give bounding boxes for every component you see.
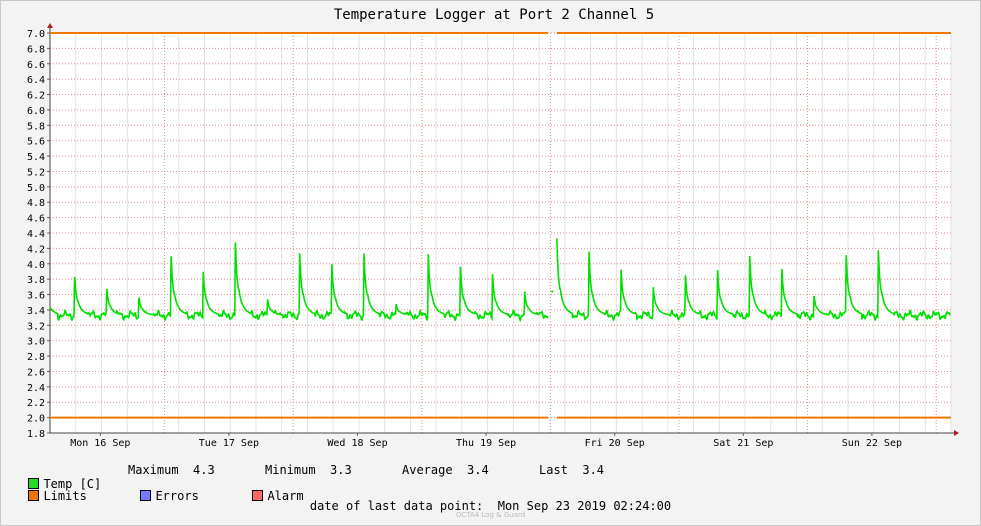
y-tick-label: 2.2	[27, 398, 45, 409]
y-tick-label: 6.2	[27, 91, 45, 102]
legend-limits: Limits	[14, 475, 87, 503]
alarm-label: Alarm	[267, 489, 304, 503]
last-label: Last	[539, 463, 568, 477]
y-tick-label: 1.8	[27, 429, 45, 440]
y-tick-label: 2.0	[27, 414, 45, 425]
y-axis-arrow	[47, 23, 53, 28]
y-tick-label: 4.2	[27, 244, 45, 255]
min-value: 3.3	[330, 463, 352, 477]
y-tick-label: 3.2	[27, 321, 45, 332]
x-tick-label: Tue 17 Sep	[199, 438, 259, 449]
x-tick-label: Mon 16 Sep	[70, 438, 130, 449]
last-data-point: date of last data point: Mon Sep 23 2019…	[0, 499, 981, 513]
errors-label: Errors	[155, 489, 199, 503]
y-tick-label: 6.0	[27, 106, 45, 117]
max-label: Maximum	[128, 463, 179, 477]
x-tick-label: Fri 20 Sep	[585, 438, 645, 449]
y-tick-label: 4.4	[27, 229, 45, 240]
y-tick-label: 3.6	[27, 291, 45, 302]
y-tick-label: 3.8	[27, 275, 45, 286]
last-data-point-value: Mon Sep 23 2019 02:24:00	[497, 499, 672, 513]
legend-row-1: Temp [C]	[14, 463, 101, 491]
max-value: 4.3	[193, 463, 215, 477]
x-tick-label: Thu 19 Sep	[456, 438, 516, 449]
y-tick-label: 6.4	[27, 75, 45, 86]
avg-value: 3.4	[467, 463, 489, 477]
x-tick-label: Sat 21 Sep	[713, 438, 773, 449]
last-data-point-label: date of last data point:	[309, 499, 484, 513]
legend-alarm: Alarm	[238, 475, 304, 503]
watermark: OCTA4 Log & Guard	[455, 511, 526, 519]
y-tick-label: 6.8	[27, 44, 45, 55]
y-tick-label: 5.8	[27, 121, 45, 132]
legend-maximum: Maximum 4.3	[128, 463, 215, 477]
avg-label: Average	[402, 463, 453, 477]
y-tick-label: 2.4	[27, 383, 45, 394]
y-tick-label: 4.6	[27, 214, 45, 225]
x-tick-label: Wed 18 Sep	[327, 438, 387, 449]
y-tick-label: 5.2	[27, 167, 45, 178]
alarm-swatch	[252, 490, 264, 501]
temp-series-line	[49, 242, 549, 322]
y-tick-label: 6.6	[27, 60, 45, 71]
errors-swatch	[140, 490, 152, 501]
y-tick-label: 4.0	[27, 260, 45, 271]
y-tick-label: 3.0	[27, 337, 45, 348]
x-axis-arrow	[954, 430, 959, 436]
temp-swatch	[28, 478, 40, 489]
y-tick-label: 7.0	[27, 29, 45, 40]
legend-average: Average 3.4	[402, 463, 489, 477]
legend-errors: Errors	[126, 475, 199, 503]
y-tick-label: 5.6	[27, 137, 45, 148]
temp-series-line	[556, 238, 951, 322]
y-tick-label: 2.6	[27, 367, 45, 378]
limits-swatch	[28, 490, 40, 501]
y-tick-label: 2.8	[27, 352, 45, 363]
y-tick-label: 4.8	[27, 198, 45, 209]
y-tick-label: 5.4	[27, 152, 45, 163]
chart-title: Temperature Logger at Port 2 Channel 5	[334, 7, 654, 23]
min-label: Minimum	[265, 463, 316, 477]
limits-label: Limits	[43, 489, 87, 503]
legend-minimum: Minimum 3.3	[265, 463, 352, 477]
temp-series-point	[551, 290, 554, 293]
y-tick-label: 3.4	[27, 306, 45, 317]
x-tick-label: Sun 22 Sep	[842, 438, 902, 449]
y-tick-label: 5.0	[27, 183, 45, 194]
legend-temp-label: Temp [C]	[43, 477, 102, 491]
legend-last: Last 3.4	[539, 463, 604, 477]
last-value: 3.4	[582, 463, 605, 477]
